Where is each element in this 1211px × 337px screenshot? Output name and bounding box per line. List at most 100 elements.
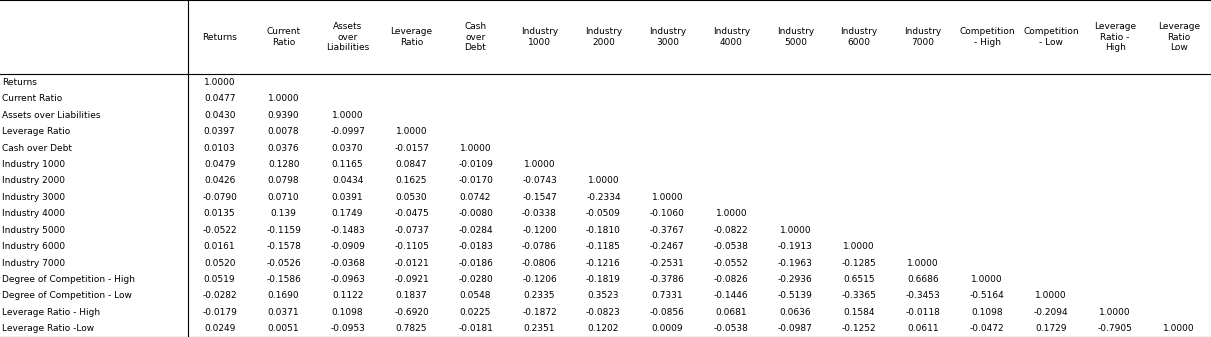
Text: 1.0000: 1.0000 — [587, 177, 619, 185]
Text: Returns: Returns — [202, 33, 237, 41]
Text: 0.0371: 0.0371 — [268, 308, 299, 317]
Text: 0.1098: 0.1098 — [971, 308, 1003, 317]
Text: -0.2094: -0.2094 — [1034, 308, 1068, 317]
Text: 0.0426: 0.0426 — [203, 177, 235, 185]
Text: -0.0953: -0.0953 — [331, 324, 365, 333]
Text: 0.0135: 0.0135 — [203, 209, 235, 218]
Text: 0.6515: 0.6515 — [843, 275, 876, 284]
Text: 0.0636: 0.0636 — [780, 308, 811, 317]
Text: 0.0397: 0.0397 — [203, 127, 235, 136]
Text: -0.0552: -0.0552 — [714, 258, 748, 268]
Text: 0.9390: 0.9390 — [268, 111, 299, 120]
Text: -0.5139: -0.5139 — [777, 292, 813, 300]
Text: 0.0370: 0.0370 — [332, 144, 363, 153]
Text: -0.1913: -0.1913 — [777, 242, 813, 251]
Text: -0.2531: -0.2531 — [650, 258, 684, 268]
Text: -0.0080: -0.0080 — [458, 209, 493, 218]
Text: -0.0157: -0.0157 — [394, 144, 429, 153]
Text: -0.3365: -0.3365 — [842, 292, 877, 300]
Text: 1.0000: 1.0000 — [971, 275, 1003, 284]
Text: 0.0519: 0.0519 — [203, 275, 235, 284]
Text: -0.0170: -0.0170 — [458, 177, 493, 185]
Text: 0.1584: 0.1584 — [844, 308, 876, 317]
Text: -0.1216: -0.1216 — [586, 258, 621, 268]
Text: -0.0475: -0.0475 — [394, 209, 429, 218]
Text: 0.0161: 0.0161 — [203, 242, 235, 251]
Text: -0.1185: -0.1185 — [586, 242, 621, 251]
Text: 1.0000: 1.0000 — [332, 111, 363, 120]
Text: Returns: Returns — [2, 78, 38, 87]
Text: -0.0368: -0.0368 — [331, 258, 365, 268]
Text: Industry 2000: Industry 2000 — [2, 177, 65, 185]
Text: -0.3453: -0.3453 — [906, 292, 941, 300]
Text: -0.0472: -0.0472 — [970, 324, 1004, 333]
Text: -0.0284: -0.0284 — [458, 226, 493, 235]
Text: -0.0538: -0.0538 — [714, 242, 748, 251]
Text: Industry 5000: Industry 5000 — [2, 226, 65, 235]
Text: Leverage Ratio - High: Leverage Ratio - High — [2, 308, 101, 317]
Text: -0.0963: -0.0963 — [331, 275, 365, 284]
Text: 0.1690: 0.1690 — [268, 292, 299, 300]
Text: -0.0181: -0.0181 — [458, 324, 493, 333]
Text: 1.0000: 1.0000 — [268, 94, 299, 103]
Text: -0.0786: -0.0786 — [522, 242, 557, 251]
Text: -0.1819: -0.1819 — [586, 275, 621, 284]
Text: 1.0000: 1.0000 — [716, 209, 747, 218]
Text: -0.0118: -0.0118 — [906, 308, 941, 317]
Text: 0.1837: 0.1837 — [396, 292, 427, 300]
Text: 0.3523: 0.3523 — [587, 292, 619, 300]
Text: 0.1729: 0.1729 — [1035, 324, 1067, 333]
Text: 0.1165: 0.1165 — [332, 160, 363, 169]
Text: -0.0179: -0.0179 — [202, 308, 237, 317]
Text: -0.5164: -0.5164 — [970, 292, 1005, 300]
Text: Assets
over
Liabilities: Assets over Liabilities — [326, 22, 369, 52]
Text: 0.2335: 0.2335 — [523, 292, 555, 300]
Text: Cash over Debt: Cash over Debt — [2, 144, 73, 153]
Text: 0.0249: 0.0249 — [203, 324, 235, 333]
Text: 0.0376: 0.0376 — [268, 144, 299, 153]
Text: Industry
5000: Industry 5000 — [776, 27, 814, 47]
Text: -0.3786: -0.3786 — [650, 275, 684, 284]
Text: 0.1280: 0.1280 — [268, 160, 299, 169]
Text: 1.0000: 1.0000 — [1164, 324, 1195, 333]
Text: 0.0847: 0.0847 — [396, 160, 427, 169]
Text: -0.1105: -0.1105 — [394, 242, 429, 251]
Text: 0.6686: 0.6686 — [907, 275, 939, 284]
Text: Current
Ratio: Current Ratio — [266, 27, 300, 47]
Text: Leverage Ratio: Leverage Ratio — [2, 127, 70, 136]
Text: Industry
1000: Industry 1000 — [521, 27, 558, 47]
Text: 0.0798: 0.0798 — [268, 177, 299, 185]
Text: -0.6920: -0.6920 — [394, 308, 429, 317]
Text: Industry
4000: Industry 4000 — [713, 27, 750, 47]
Text: 0.0391: 0.0391 — [332, 193, 363, 202]
Text: Industry 3000: Industry 3000 — [2, 193, 65, 202]
Text: -0.0109: -0.0109 — [458, 160, 493, 169]
Text: -0.1200: -0.1200 — [522, 226, 557, 235]
Text: -0.1547: -0.1547 — [522, 193, 557, 202]
Text: 0.0710: 0.0710 — [268, 193, 299, 202]
Text: 0.0477: 0.0477 — [203, 94, 235, 103]
Text: 1.0000: 1.0000 — [1100, 308, 1131, 317]
Text: 0.0742: 0.0742 — [460, 193, 492, 202]
Text: -0.1872: -0.1872 — [522, 308, 557, 317]
Text: Industry
7000: Industry 7000 — [905, 27, 942, 47]
Text: 1.0000: 1.0000 — [843, 242, 876, 251]
Text: 0.7331: 0.7331 — [652, 292, 683, 300]
Text: -0.0183: -0.0183 — [458, 242, 493, 251]
Text: -0.0826: -0.0826 — [714, 275, 748, 284]
Text: -0.1159: -0.1159 — [266, 226, 302, 235]
Text: Competition
- High: Competition - High — [959, 27, 1015, 47]
Text: -0.1446: -0.1446 — [714, 292, 748, 300]
Text: -0.0822: -0.0822 — [714, 226, 748, 235]
Text: -0.1578: -0.1578 — [266, 242, 302, 251]
Text: 0.1098: 0.1098 — [332, 308, 363, 317]
Text: 0.0225: 0.0225 — [460, 308, 492, 317]
Text: 1.0000: 1.0000 — [907, 258, 939, 268]
Text: -0.0823: -0.0823 — [586, 308, 621, 317]
Text: Industry
2000: Industry 2000 — [585, 27, 622, 47]
Text: 0.1625: 0.1625 — [396, 177, 427, 185]
Text: -0.0538: -0.0538 — [714, 324, 748, 333]
Text: 0.2351: 0.2351 — [523, 324, 555, 333]
Text: -0.7905: -0.7905 — [1097, 324, 1132, 333]
Text: -0.2936: -0.2936 — [777, 275, 813, 284]
